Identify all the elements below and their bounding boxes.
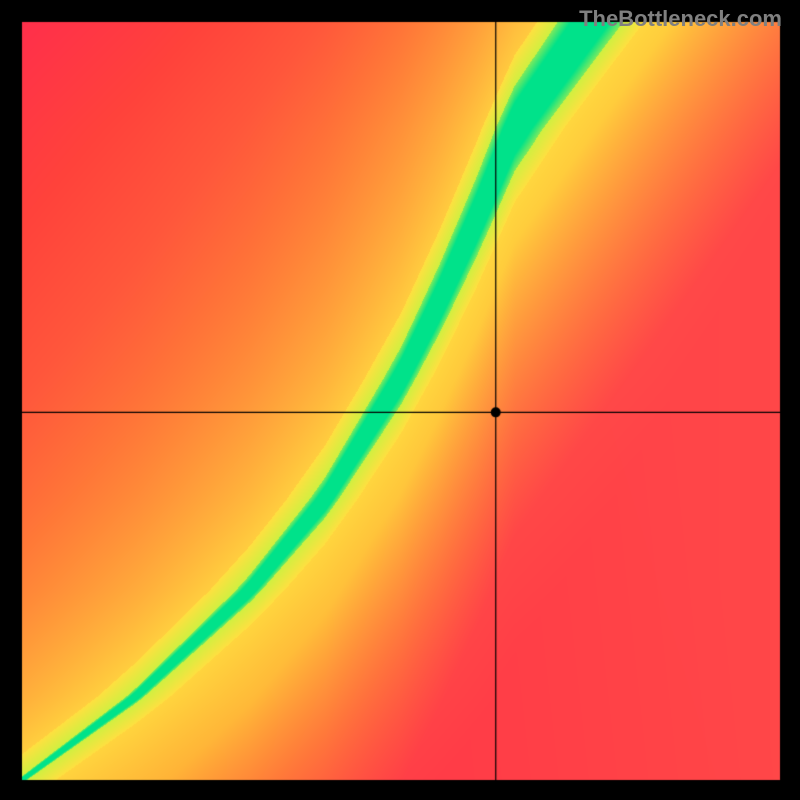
heatmap-canvas (0, 0, 800, 800)
watermark-text: TheBottleneck.com (579, 6, 782, 32)
chart-container: TheBottleneck.com (0, 0, 800, 800)
